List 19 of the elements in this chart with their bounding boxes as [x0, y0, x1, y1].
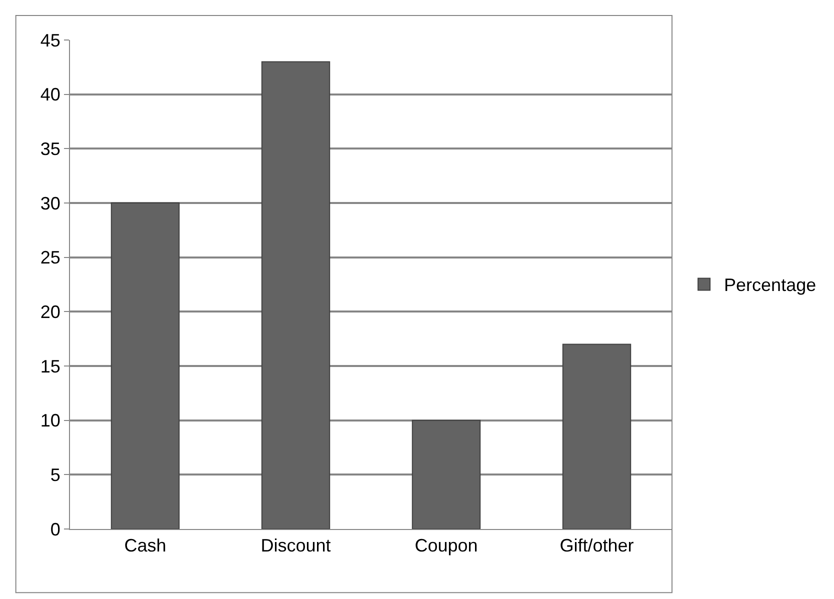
bar [562, 344, 632, 529]
x-tick-label: Discount [260, 536, 331, 556]
y-tick-label: 40 [40, 84, 60, 105]
bar [110, 202, 180, 529]
y-tick-label: 25 [40, 248, 60, 268]
y-tick-label: 35 [40, 138, 60, 159]
x-tick-label: Cash [124, 536, 166, 556]
x-tick-label: Coupon [414, 536, 478, 556]
x-tick-label: Gift/other [560, 536, 634, 556]
y-tick-label: 0 [50, 519, 60, 540]
y-tick-label: 20 [40, 302, 60, 322]
legend-label: Percentage [724, 275, 816, 296]
y-tick-label: 30 [40, 193, 60, 214]
y-tick-label: 10 [40, 410, 60, 431]
y-tick-label: 5 [50, 464, 60, 485]
y-tick-label: 15 [40, 356, 60, 376]
bar [412, 420, 481, 529]
y-tick-label: 45 [40, 30, 60, 50]
bar [261, 61, 330, 529]
